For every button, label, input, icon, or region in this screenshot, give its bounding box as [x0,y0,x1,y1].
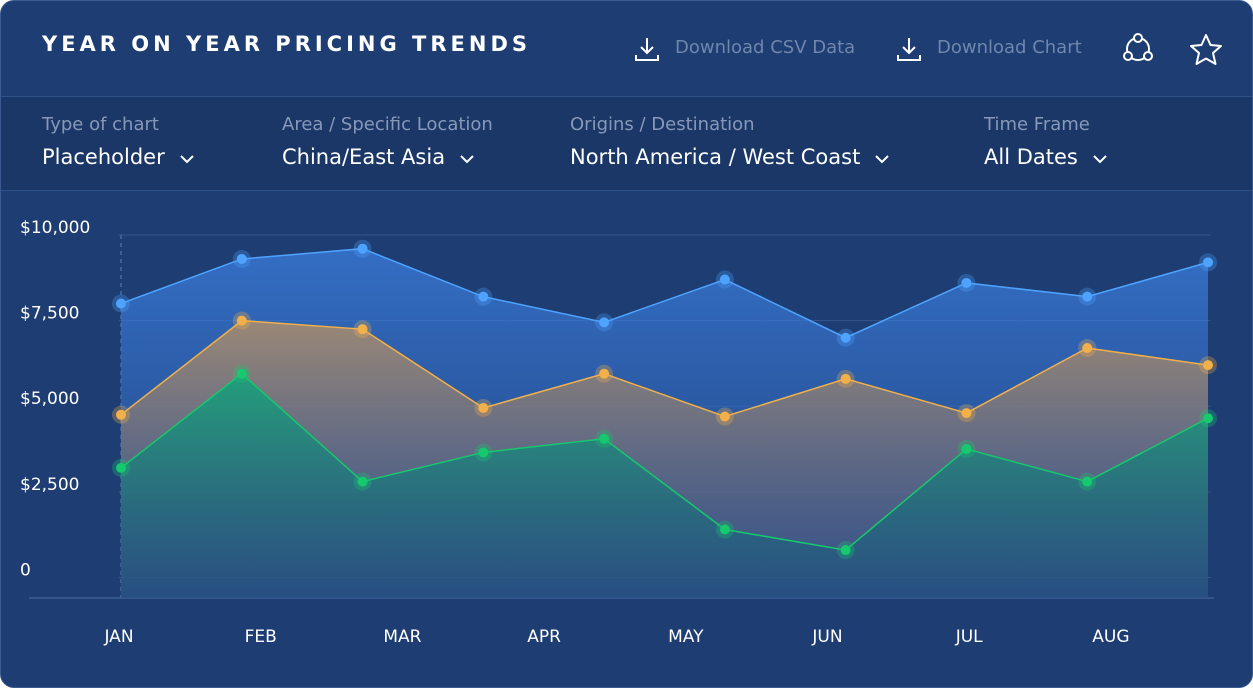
point [236,368,247,379]
point [236,253,247,264]
x-tick-label: JUL [955,627,983,647]
chevron [1092,145,1108,169]
filter-label: Area / Specific Location [282,114,493,135]
filter[interactable]: Area / Specific Location China/East Asia [282,114,493,169]
filter-value-text: North America / West Coast [570,145,861,169]
filter[interactable]: Type of chart Placeholder [42,114,195,169]
series-line [120,247,1209,339]
point [1082,476,1093,487]
point [236,315,247,326]
download-icon[interactable] [633,35,661,63]
area-fill [121,373,1208,598]
point [840,545,851,556]
point [1082,343,1093,354]
point [599,368,610,379]
filter-value[interactable]: Placeholder [42,145,195,169]
filter-value[interactable]: China/East Asia [282,145,493,169]
filters: Type of chart Placeholder Area / Specific … [1,97,1252,191]
point [719,524,730,535]
x-tick-label: JAN [103,627,133,647]
point [478,402,489,413]
star-icon[interactable] [1188,32,1224,68]
point [478,447,489,458]
y-tick-label: $10,000 [20,218,90,238]
filter-value-text: Placeholder [42,145,165,169]
chevron [179,145,195,169]
point [1203,413,1213,424]
filter-label: Time Frame [984,114,1090,135]
filter-value-text: All Dates [984,145,1078,169]
series-line [120,319,1209,418]
filter[interactable]: Time Frame All Dates [984,114,1108,169]
point [1203,257,1213,268]
filter-value-text: China/East Asia [282,145,446,169]
point [840,373,851,384]
header: YEAR ON YEAR PRICING TRENDS Download CSV… [1,1,1252,97]
chevron [459,145,475,169]
point [478,291,489,302]
point [357,324,368,335]
point [116,409,126,420]
chart: 0 $2,500 $5,000 $7,500 $10,000 JAN FEB MAR APR MA… [20,218,1217,647]
series-line [120,372,1209,551]
y-tick-label: $2,500 [20,475,79,495]
point [599,433,610,444]
download-icon[interactable] [895,35,923,63]
x-tick-label: MAY [668,627,704,647]
point [116,462,126,473]
x-tick-label: APR [527,627,561,647]
filter-label: Origins / Destination [570,114,755,135]
point [961,444,972,455]
x-tick-label: FEB [245,627,277,647]
point [357,243,368,254]
filter-label: Type of chart [42,114,159,135]
x-tick-label: AUG [1092,627,1129,647]
point [840,332,851,343]
point [719,411,730,422]
point [719,274,730,285]
y-tick-label: 0 [20,560,31,580]
filter[interactable]: Origins / Destination North America / Wes… [570,114,890,169]
point [599,317,610,328]
point [1203,360,1213,371]
download-chart[interactable]: Download Chart [937,37,1082,58]
x-tick-label: MAR [383,627,421,647]
point [357,476,368,487]
title: YEAR ON YEAR PRICING TRENDS [42,32,532,56]
filter-value[interactable]: North America / West Coast [570,145,890,169]
point [961,277,972,288]
point [116,298,126,309]
y-tick-label: $5,000 [20,389,79,409]
chevron [874,145,890,169]
point [1082,291,1093,302]
y-tick-label: $7,500 [20,304,79,324]
point [961,408,972,419]
x-tick-label: JUN [811,627,842,647]
download-csv[interactable]: Download CSV Data [675,37,856,58]
share-icon[interactable] [1120,31,1156,67]
filter-value[interactable]: All Dates [984,145,1108,169]
